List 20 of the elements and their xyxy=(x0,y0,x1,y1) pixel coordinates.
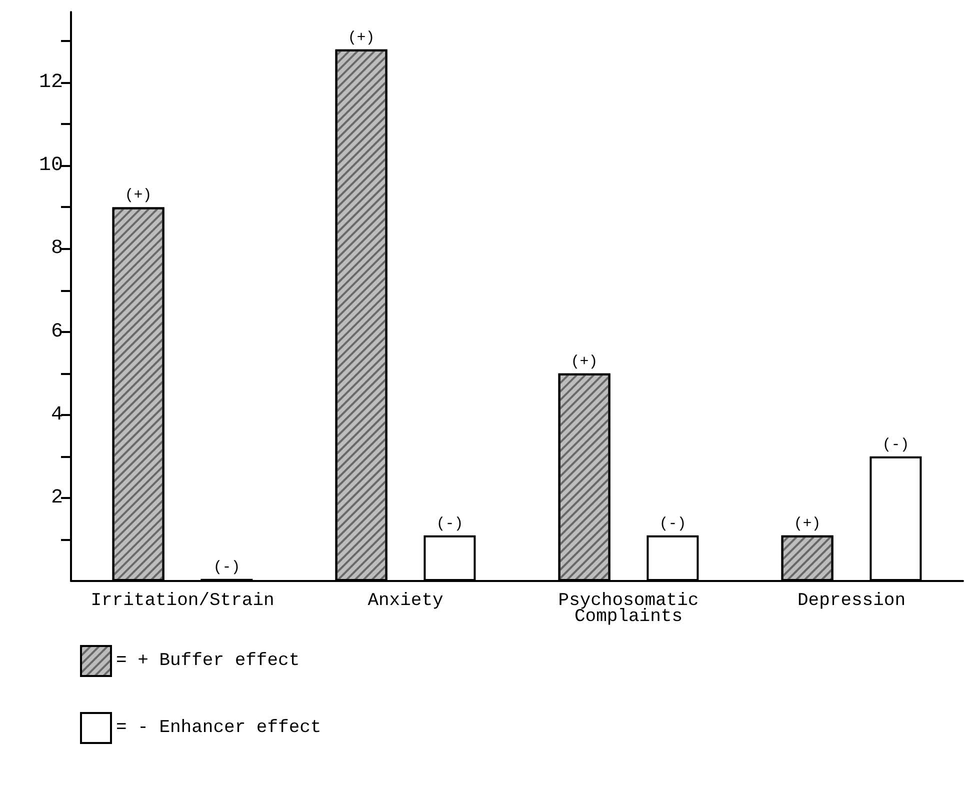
y-tick-label: 4 xyxy=(50,403,63,426)
data-label: (+) xyxy=(794,515,821,532)
y-tick-label: 2 xyxy=(50,486,63,510)
x-tick-label: Anxiety xyxy=(368,591,444,611)
legend-label: = - Enhancer effect xyxy=(116,718,322,738)
data-label: (+) xyxy=(124,187,152,204)
x-tick-label: Depression xyxy=(797,591,906,611)
data-label: (+) xyxy=(570,353,598,370)
y-tick-label: 8 xyxy=(50,237,63,260)
data-label: (-) xyxy=(436,515,464,532)
legend-label: = + Buffer effect xyxy=(116,651,300,671)
y-tick-label: 6 xyxy=(50,320,63,344)
data-label: (+) xyxy=(348,29,375,46)
data-label: (-) xyxy=(882,436,910,454)
data-label: (-) xyxy=(659,515,686,532)
x-tick-label: Irritation/Strain xyxy=(90,591,274,611)
y-tick-label: 12 xyxy=(38,71,63,94)
data-label: (-) xyxy=(213,558,240,576)
y-tick-label: 10 xyxy=(38,154,63,178)
x-tick-label: Psychosomatic Complaints xyxy=(558,591,699,627)
